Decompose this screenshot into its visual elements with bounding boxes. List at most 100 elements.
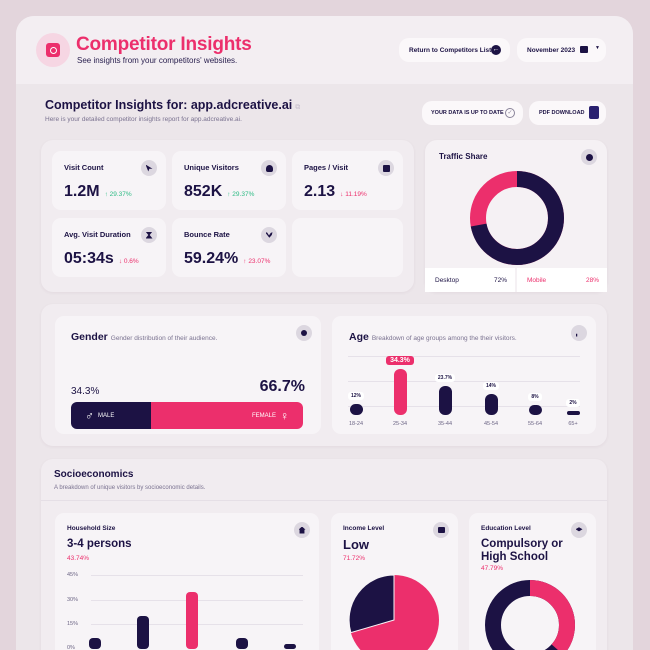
age-bar-18-24: 12% 18-24 [347, 392, 364, 427]
uptodate-label: YOUR DATA IS UP TO DATE [431, 110, 504, 116]
external-link-icon[interactable]: ⧉ [295, 104, 301, 111]
education-value: Compulsory or High School [481, 538, 563, 563]
mobile-label: Mobile [527, 276, 547, 284]
household-bar-1 [89, 638, 101, 649]
metric-card-unique-visitors: Unique Visitors 852K ↑ 29.37% [172, 151, 286, 210]
income-pct: 71.72% [343, 555, 366, 562]
metric-label: Avg. Visit Duration [64, 230, 131, 239]
age-bar-35-44: 23.7% 35-44 [422, 374, 468, 427]
pdf-download-button[interactable]: PDF DOWNLOAD [529, 101, 606, 125]
socioeconomics-panel: Socioeconomics A breakdown of unique vis… [41, 459, 607, 650]
metric-card-visit-count: Visit Count 1.2M ↑ 29.37% [52, 151, 166, 210]
check-circle-icon: ✓ [505, 108, 515, 118]
app-subtitle: See insights from your competitors' webs… [77, 56, 238, 65]
legend-desktop: Desktop 72% [425, 268, 515, 292]
app-title: Competitor Insights [76, 34, 252, 55]
page-card: Competitor Insights See insights from yo… [16, 16, 633, 650]
metric-label: Visit Count [64, 163, 104, 172]
male-percent: 34.3% [71, 386, 100, 397]
education-donut-chart [485, 580, 575, 650]
pie-chart-icon [581, 149, 597, 165]
arrow-left-icon: ← [491, 45, 501, 55]
return-to-competitors-button[interactable]: Return to Competitors List ← [399, 38, 510, 62]
metric-card-avg-visit-duration: Avg. Visit Duration 05:34s ↓ 0.6% [52, 218, 166, 277]
home-icon [294, 522, 310, 538]
male-segment: ♂ MALE [71, 402, 151, 429]
wallet-icon [433, 522, 449, 538]
month-selector[interactable]: November 2023 ▼ [517, 38, 606, 62]
grid-line [348, 356, 580, 357]
bounce-arrow-icon [261, 227, 277, 243]
month-label: November 2023 [527, 46, 576, 54]
divider [41, 500, 607, 501]
metrics-panel: Visit Count 1.2M ↑ 29.37% Unique Visitors… [41, 140, 414, 292]
metric-label: Unique Visitors [184, 163, 239, 172]
calendar-icon [580, 46, 588, 53]
age-title: Age Breakdown of age groups among the the… [349, 331, 517, 343]
graduation-cap-icon [571, 522, 587, 538]
chevron-down-icon: ▼ [595, 45, 600, 51]
socio-subtitle: A breakdown of unique visitors by socioe… [54, 485, 206, 491]
traffic-share-panel: Traffic Share Desktop 72% Mobile 28% [425, 140, 607, 292]
metric-card-bounce-rate: Bounce Rate 59.24% ↑ 23.07% [172, 218, 286, 277]
pages-icon [378, 160, 394, 176]
data-up-to-date-badge: YOUR DATA IS UP TO DATE ✓ [422, 101, 523, 125]
traffic-title: Traffic Share [439, 152, 488, 161]
return-label: Return to Competitors List [409, 46, 492, 54]
male-symbol-icon: ♂ [85, 408, 94, 423]
metric-label: Pages / Visit [304, 163, 349, 172]
household-size-card: Household Size 3-4 persons 43.74% 45% 30… [55, 513, 319, 650]
pdf-file-icon [589, 106, 599, 119]
socio-title: Socioeconomics [54, 469, 134, 480]
user-icon [261, 160, 277, 176]
gender-icon [296, 325, 312, 341]
metric-card-empty [292, 218, 403, 277]
age-bar-45-54: 14% 45-54 [482, 382, 499, 427]
metric-value: 2.13 ↓ 11.19% [304, 183, 367, 200]
education-pct: 47.79% [481, 565, 504, 572]
age-bar-55-64: 8% 55-64 [527, 393, 543, 427]
income-value: Low [343, 537, 369, 552]
metric-value: 1.2M ↑ 29.37% [64, 183, 132, 200]
pdf-label: PDF DOWNLOAD [539, 110, 585, 116]
gender-card: Gender Gender distribution of their audie… [55, 316, 321, 434]
top-bar: Competitor Insights See insights from yo… [16, 16, 633, 84]
age-bar-25-34: 34.3% 25-34 [377, 356, 423, 427]
grid-line [348, 406, 580, 407]
income-label: Income Level [343, 525, 385, 532]
legend-mobile: Mobile 28% [517, 268, 607, 292]
female-symbol-icon: ♀ [279, 408, 289, 423]
household-bar-4 [236, 638, 248, 649]
household-bar-2 [137, 616, 149, 649]
female-segment: FEMALE ♀ [150, 402, 303, 429]
education-level-card: Education Level Compulsory or High Schoo… [469, 513, 596, 650]
female-percent: 66.7% [259, 378, 305, 395]
report-title: Competitor Insights for: app.adcreative.… [45, 98, 300, 112]
demographics-panel: Gender Gender distribution of their audie… [41, 304, 607, 446]
metric-value: 852K ↑ 29.37% [184, 183, 255, 200]
household-bar-5 [284, 644, 296, 649]
household-pct: 43.74% [67, 555, 90, 562]
household-value: 3-4 persons [67, 538, 132, 550]
gender-bar: ♂ MALE FEMALE ♀ [71, 402, 303, 429]
income-pie-chart [348, 574, 439, 650]
grid-line [348, 381, 580, 382]
mobile-value: 28% [585, 276, 599, 284]
cursor-click-icon [141, 160, 157, 176]
education-label: Education Level [481, 525, 531, 532]
metric-value: 05:34s ↓ 0.6% [64, 250, 139, 267]
grid-line [91, 575, 303, 576]
metric-card-pages-visit: Pages / Visit 2.13 ↓ 11.19% [292, 151, 403, 210]
report-subtitle: Here is your detailed competitor insight… [45, 116, 242, 123]
traffic-legend: Desktop 72% Mobile 28% [425, 268, 607, 292]
search-icon [46, 43, 60, 57]
age-bar-65-plus: 2% 65+ [566, 399, 580, 427]
metric-value: 59.24% ↑ 23.07% [184, 250, 271, 267]
income-level-card: Income Level Low 71.72% [331, 513, 458, 650]
app-logo [36, 33, 70, 67]
age-card: Age Breakdown of age groups among the the… [332, 316, 596, 434]
household-label: Household Size [67, 525, 116, 532]
bar-chart-icon [571, 325, 587, 341]
gender-title: Gender Gender distribution of their audie… [71, 331, 218, 343]
traffic-donut-chart [470, 171, 564, 265]
